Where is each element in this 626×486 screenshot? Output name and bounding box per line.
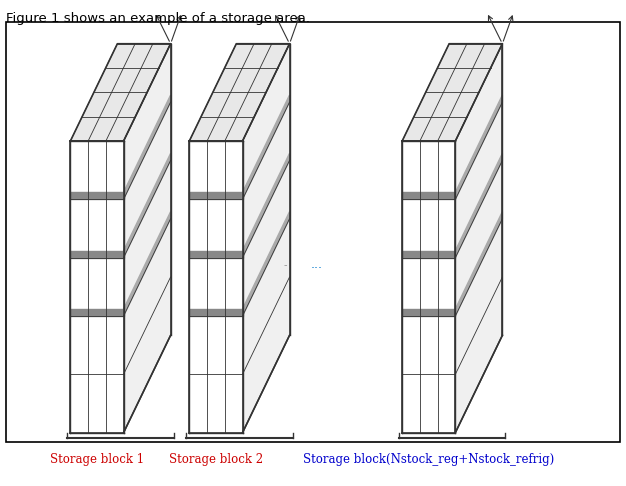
Text: -: - xyxy=(283,260,287,270)
Polygon shape xyxy=(456,95,502,199)
Polygon shape xyxy=(124,95,170,199)
Polygon shape xyxy=(124,44,170,433)
Polygon shape xyxy=(124,212,170,316)
Polygon shape xyxy=(242,154,289,258)
Polygon shape xyxy=(242,95,289,199)
Text: Figure 1 shows an example of a storage area.: Figure 1 shows an example of a storage a… xyxy=(6,12,310,25)
Polygon shape xyxy=(70,251,124,258)
Polygon shape xyxy=(242,212,289,316)
Polygon shape xyxy=(189,192,242,199)
Polygon shape xyxy=(403,192,456,199)
Polygon shape xyxy=(456,154,502,258)
Text: Storage block 1: Storage block 1 xyxy=(50,453,144,466)
Bar xyxy=(6,22,620,442)
Polygon shape xyxy=(70,309,124,316)
Polygon shape xyxy=(403,251,456,258)
Polygon shape xyxy=(242,44,289,433)
Polygon shape xyxy=(70,44,170,141)
Polygon shape xyxy=(403,141,456,433)
Text: Storage block 2: Storage block 2 xyxy=(169,453,263,466)
Polygon shape xyxy=(456,44,502,433)
Polygon shape xyxy=(456,212,502,316)
Polygon shape xyxy=(70,192,124,199)
Polygon shape xyxy=(70,141,124,433)
Text: Storage block(Nstock_reg+Nstock_refrig): Storage block(Nstock_reg+Nstock_refrig) xyxy=(303,453,555,466)
Polygon shape xyxy=(189,309,242,316)
Polygon shape xyxy=(124,154,170,258)
Polygon shape xyxy=(189,141,242,433)
Polygon shape xyxy=(403,309,456,316)
Polygon shape xyxy=(189,44,289,141)
Polygon shape xyxy=(189,251,242,258)
Polygon shape xyxy=(403,44,502,141)
Text: ...: ... xyxy=(310,259,322,271)
